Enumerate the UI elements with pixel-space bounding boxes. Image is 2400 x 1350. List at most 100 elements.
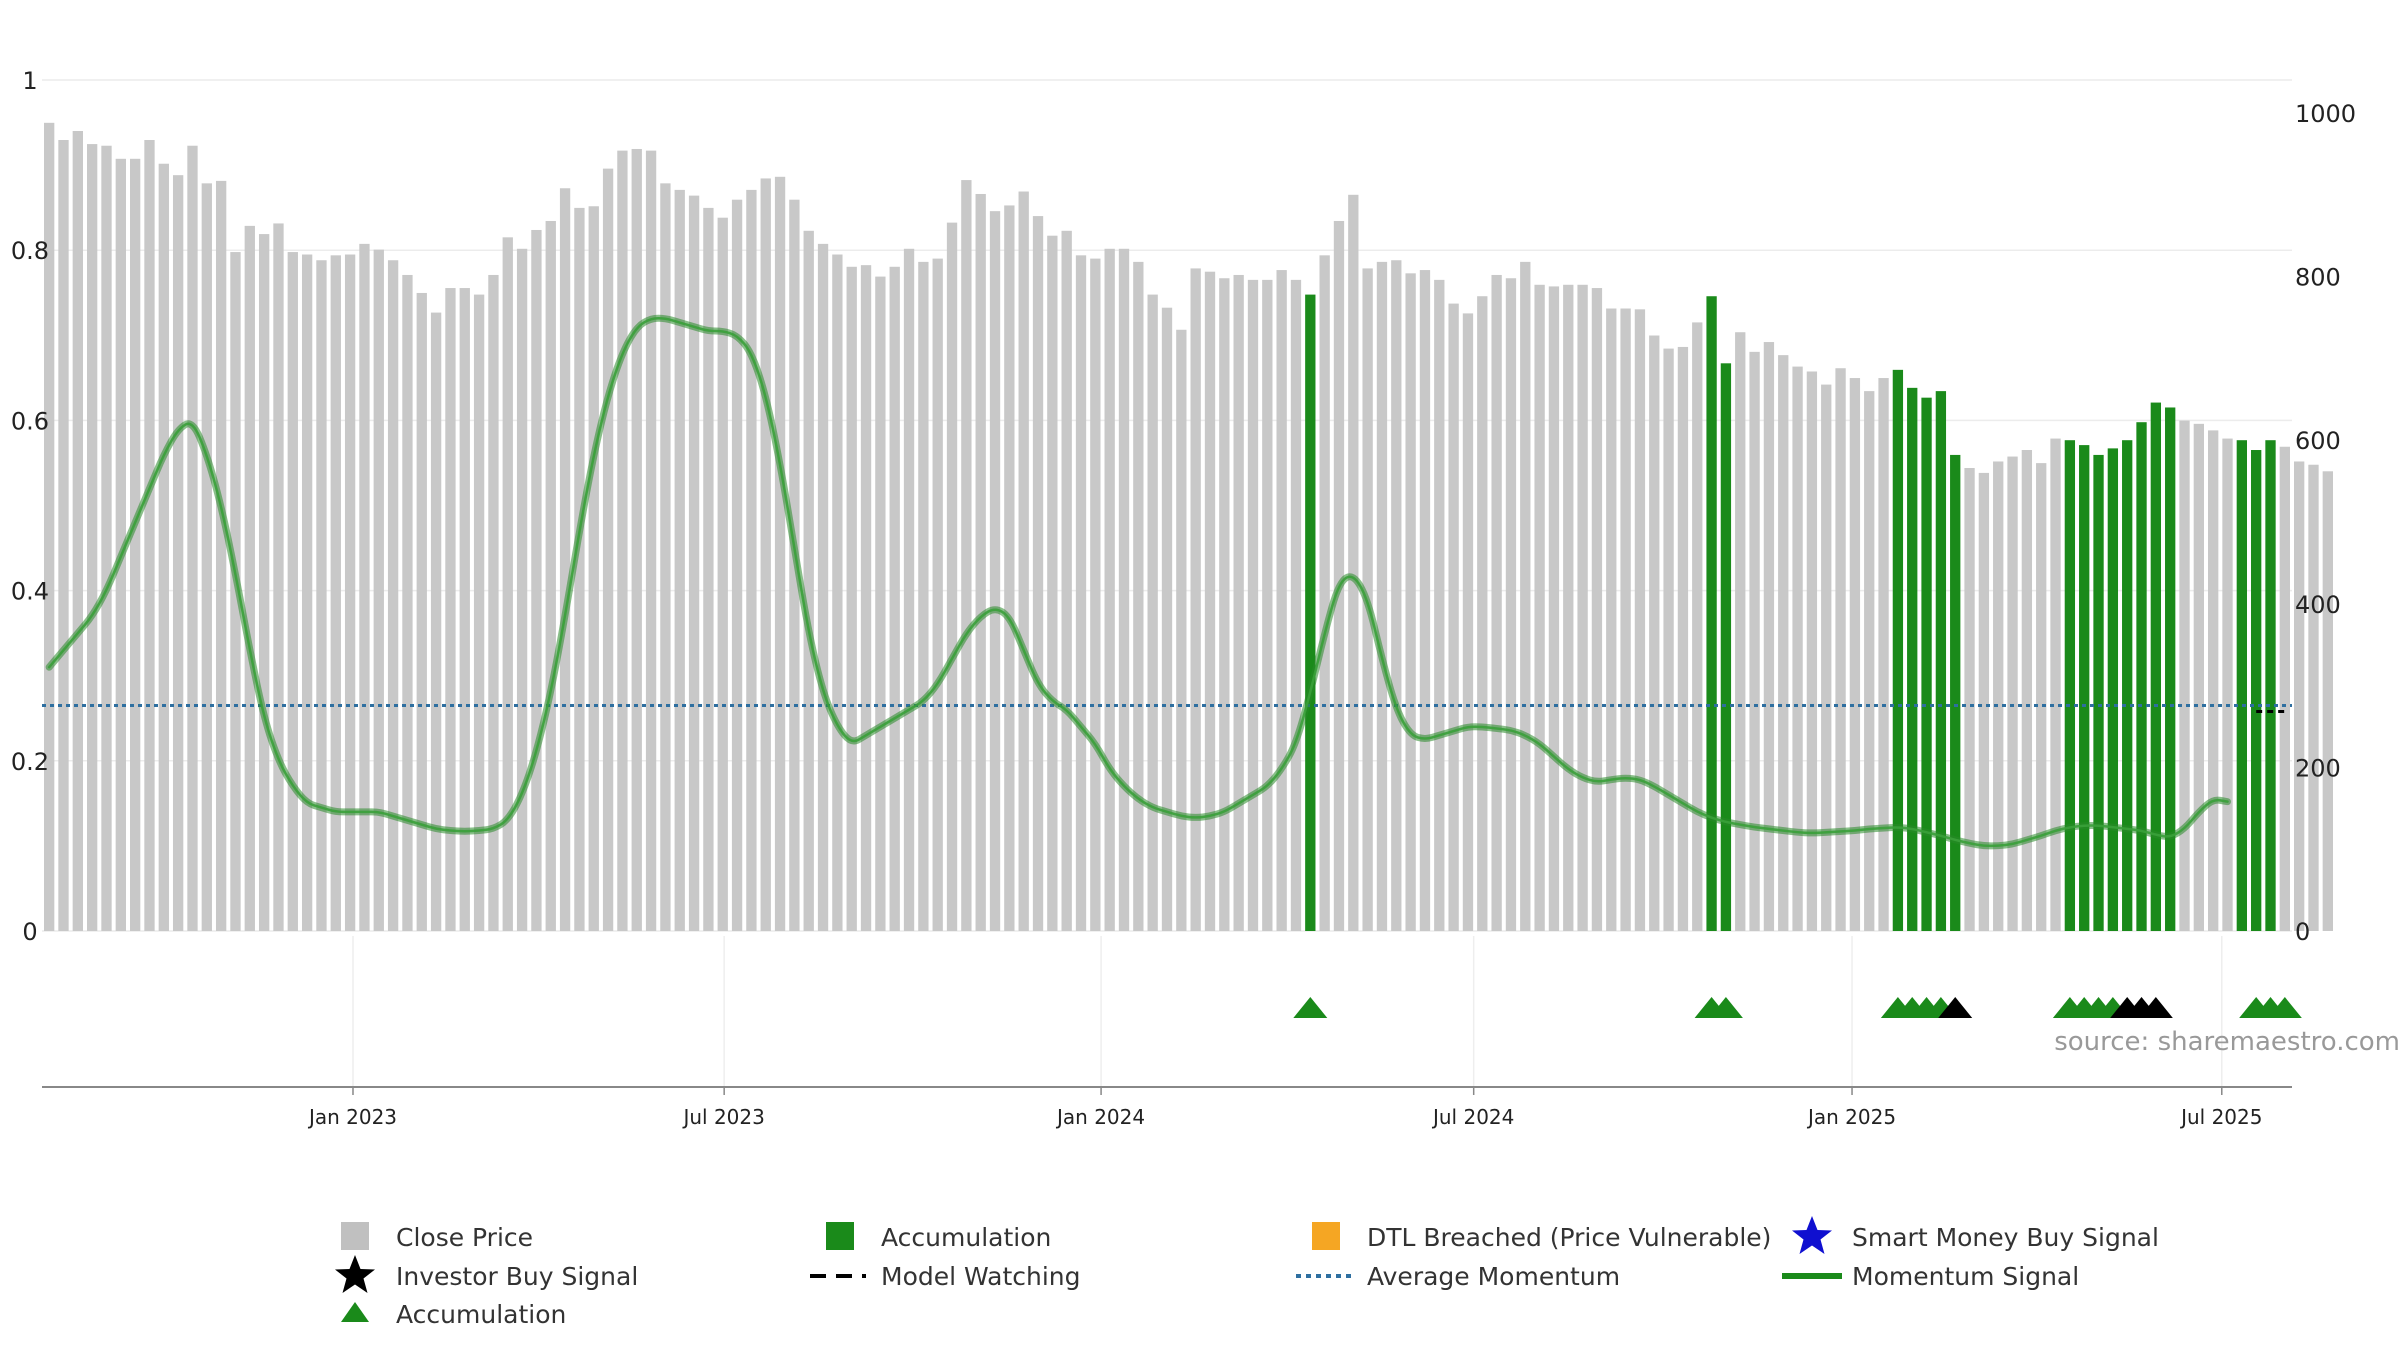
legend-swatch-investor-buy-star-icon: [335, 1255, 375, 1293]
close-price-bar: [1276, 270, 1287, 931]
close-price-bar: [258, 234, 270, 932]
close-price-bar: [961, 180, 972, 932]
close-price-bar: [115, 158, 126, 932]
close-price-bar: [373, 249, 384, 931]
close-price-bar: [1047, 235, 1058, 931]
accumulation-bar: [2136, 422, 2147, 931]
close-price-bar: [1491, 274, 1502, 931]
close-price-bar: [703, 207, 714, 931]
bars-layer: [44, 122, 2333, 932]
close-price-bar: [1190, 268, 1201, 931]
close-price-bar: [2222, 438, 2233, 931]
accumulation-marker-triangle: [1708, 997, 1743, 1018]
close-price-bar: [2021, 450, 2033, 931]
close-price-bar: [1147, 294, 1158, 931]
left-tick-label: 0.2: [11, 748, 49, 776]
right-tick-label: 200: [2295, 754, 2341, 782]
left-tick-label: 0.8: [11, 237, 49, 265]
close-price-bar: [832, 254, 843, 931]
close-price-bar: [932, 258, 943, 931]
right-tick-label: 400: [2295, 591, 2341, 619]
x-tick-label: Jul 2024: [1431, 1105, 1514, 1129]
close-price-bar: [1864, 391, 1875, 931]
close-price-bar: [44, 122, 55, 932]
close-price-bar: [2036, 463, 2047, 931]
right-tick-label: 1000: [2295, 100, 2356, 128]
legend-swatch-close-price: [341, 1222, 369, 1250]
close-price-bar: [817, 243, 829, 931]
left-tick-label: 1: [22, 67, 37, 95]
close-price-bar: [2193, 423, 2205, 931]
accumulation-bar: [2079, 445, 2090, 931]
close-price-bar: [2208, 430, 2219, 931]
close-price-bar: [1348, 194, 1359, 932]
close-price-bar: [201, 183, 212, 931]
close-price-bar: [1763, 342, 1775, 931]
close-price-bar: [1032, 216, 1044, 931]
close-price-bar: [158, 163, 169, 931]
accumulation-marker-triangle: [2267, 997, 2302, 1018]
legend-label-model-watching: Model Watching: [881, 1262, 1081, 1291]
close-price-bar: [760, 178, 771, 931]
close-price-bar: [344, 254, 356, 931]
close-price-bar: [531, 229, 542, 931]
close-price-bar: [144, 139, 155, 931]
legend-label-average-momentum: Average Momentum: [1367, 1262, 1620, 1291]
accumulation-bar: [1706, 296, 1717, 931]
legend-label-investor-buy: Investor Buy Signal: [396, 1262, 638, 1291]
close-price-bar: [574, 207, 585, 931]
close-price-bar: [1663, 348, 1674, 932]
investor-buy-marker-triangle: [2138, 997, 2173, 1018]
left-tick-label: 0: [22, 918, 37, 946]
close-price-bar: [473, 294, 485, 931]
close-price-bar: [215, 180, 227, 932]
close-price-bar: [273, 223, 284, 931]
x-tick-label: Jan 2023: [307, 1105, 397, 1129]
close-price-bar: [803, 230, 814, 932]
close-price-bar: [1118, 248, 1130, 932]
close-price-bar: [946, 222, 958, 931]
close-price-bar: [674, 189, 685, 932]
close-price-bar: [731, 199, 743, 931]
accumulation-bar: [2236, 440, 2247, 931]
close-price-bar: [1376, 261, 1388, 932]
close-price-bar: [2294, 461, 2305, 931]
accumulation-bar: [1720, 363, 1732, 932]
close-price-bar: [1104, 248, 1115, 932]
legend-label-dtl-breached: DTL Breached (Price Vulnerable): [1367, 1223, 1771, 1252]
close-price-bar: [316, 260, 327, 931]
close-price-bar: [1964, 468, 1975, 931]
close-price-bar: [2007, 456, 2018, 931]
accumulation-bar: [1935, 391, 1947, 931]
close-price-bar: [387, 260, 399, 931]
close-price-bar: [1978, 472, 1990, 931]
close-price-bar: [846, 266, 857, 931]
right-tick-label: 0: [2295, 918, 2310, 946]
close-price-bar: [1090, 258, 1101, 931]
close-price-bar: [330, 255, 341, 931]
close-price-bar: [129, 158, 141, 932]
close-price-bar: [101, 145, 112, 932]
close-price-bar: [1749, 351, 1760, 932]
x-tick-label: Jan 2024: [1055, 1105, 1145, 1129]
close-price-bar: [287, 252, 298, 931]
close-price-bar: [301, 254, 313, 931]
close-price-bar: [1849, 378, 1861, 932]
close-price-bar: [1004, 205, 1015, 931]
close-price-bar: [1548, 286, 1560, 931]
left-tick-label: 0.4: [11, 578, 49, 606]
legend-swatch-dtl-breached: [1312, 1222, 1340, 1250]
close-price-bar: [1792, 366, 1803, 932]
close-price-bar: [1219, 278, 1230, 932]
close-price-bar: [1735, 332, 1746, 931]
close-price-bar: [1462, 313, 1474, 931]
close-price-bar: [244, 225, 255, 931]
close-price-bar: [1161, 307, 1173, 932]
accumulation-bar: [2150, 402, 2162, 931]
x-tick-label: Jan 2025: [1806, 1105, 1896, 1129]
left-tick-label: 0.6: [11, 407, 49, 435]
accumulation-bar: [2251, 450, 2262, 931]
accumulation-bar: [2265, 440, 2276, 931]
